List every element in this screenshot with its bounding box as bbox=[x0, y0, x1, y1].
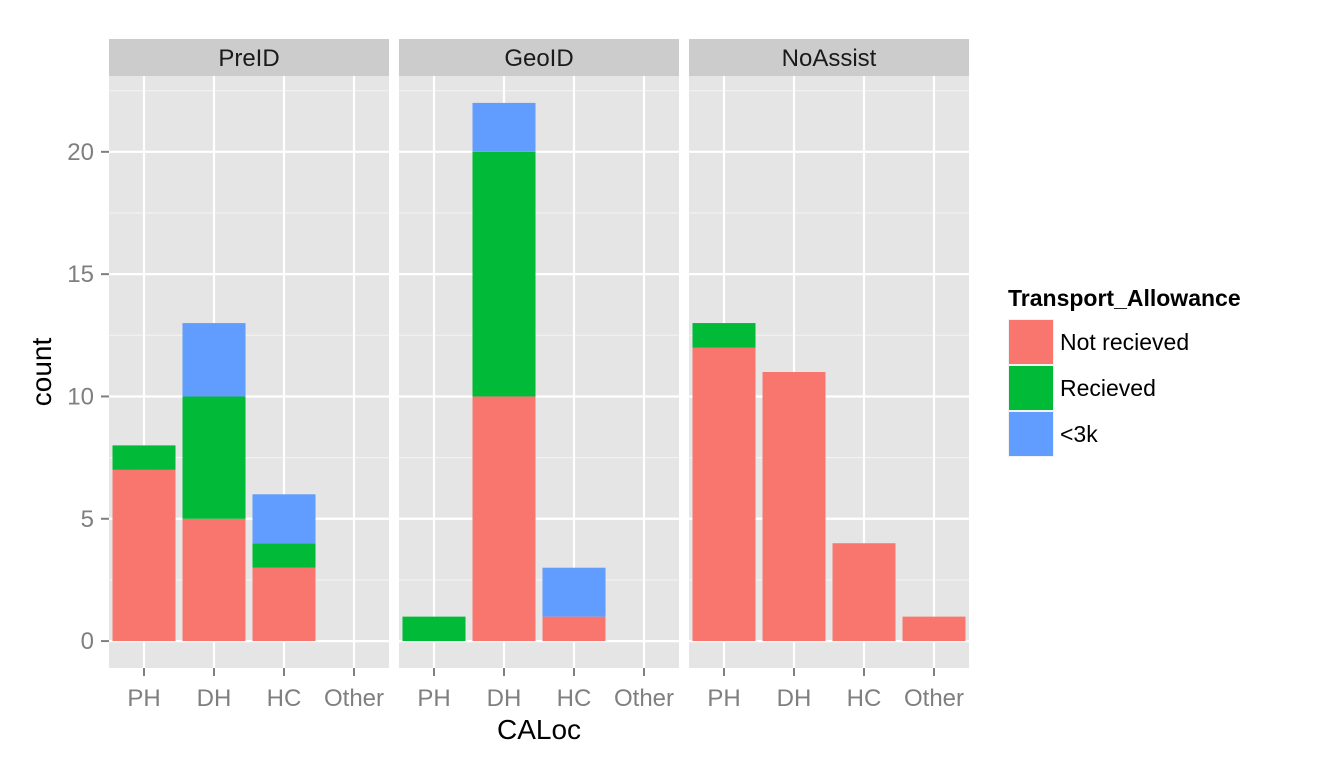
x-tick-label: DH bbox=[197, 685, 232, 712]
bar-noassist-dh-not-recieved bbox=[762, 372, 826, 642]
bar-preid-ph-not-recieved bbox=[112, 469, 176, 642]
bar-noassist-ph-recieved bbox=[692, 323, 756, 348]
y-tick-label: 15 bbox=[67, 261, 94, 288]
facet-panel-geoid: GeoID PH DH HC Other bbox=[399, 39, 679, 712]
y-tick-label: 10 bbox=[67, 383, 94, 410]
y-tick-label: 20 bbox=[67, 139, 94, 166]
bar-preid-hc-not-recieved bbox=[252, 567, 316, 642]
bar-geoid-dh-not-recieved bbox=[472, 396, 536, 642]
facet-panel-noassist: NoAssist PH DH HC Other bbox=[689, 39, 969, 712]
y-axis: 0 5 10 15 20 bbox=[67, 139, 109, 655]
legend-swatch bbox=[1009, 320, 1053, 364]
legend-swatch bbox=[1009, 412, 1053, 456]
bar-noassist-hc-not-recieved bbox=[832, 543, 896, 642]
bar-geoid-hc-not-recieved bbox=[542, 616, 606, 642]
x-axis-title: CALoc bbox=[497, 714, 581, 745]
facet-strip-label: GeoID bbox=[504, 45, 573, 72]
legend-label: Recieved bbox=[1060, 375, 1156, 401]
legend-title: Transport_Allowance bbox=[1008, 285, 1241, 311]
x-tick-label: DH bbox=[487, 685, 522, 712]
bar-noassist-other-not-recieved bbox=[902, 616, 966, 642]
x-tick-label: PH bbox=[417, 685, 450, 712]
x-tick-label: HC bbox=[267, 685, 302, 712]
legend-swatch bbox=[1009, 366, 1053, 410]
facet-strip bbox=[109, 39, 389, 76]
y-axis-title: count bbox=[26, 338, 57, 407]
panel-background bbox=[399, 76, 679, 668]
legend: Transport_Allowance Not recieved Recieved… bbox=[1008, 285, 1241, 457]
bar-preid-ph-recieved bbox=[112, 445, 176, 470]
x-tick-label: Other bbox=[904, 685, 964, 712]
bar-preid-hc--3k bbox=[252, 494, 316, 544]
x-tick-label: HC bbox=[847, 685, 882, 712]
y-tick-label: 0 bbox=[81, 628, 94, 655]
y-tick-label: 5 bbox=[81, 506, 94, 533]
legend-label: Not recieved bbox=[1060, 329, 1189, 355]
legend-label: <3k bbox=[1060, 421, 1098, 447]
bar-geoid-dh--3k bbox=[472, 102, 536, 152]
bar-geoid-ph-recieved bbox=[402, 616, 466, 642]
bar-noassist-ph-not-recieved bbox=[692, 347, 756, 642]
facet-strip-label: NoAssist bbox=[782, 45, 877, 72]
x-tick-label: PH bbox=[707, 685, 740, 712]
facet-strip bbox=[689, 39, 969, 76]
facet-panel-preid: PreID PH DH HC Other bbox=[109, 39, 389, 712]
x-tick-label: Other bbox=[614, 685, 674, 712]
bar-preid-dh--3k bbox=[182, 323, 246, 397]
bar-preid-dh-recieved bbox=[182, 396, 246, 519]
bar-preid-hc-recieved bbox=[252, 543, 316, 568]
x-tick-label: PH bbox=[127, 685, 160, 712]
bar-geoid-hc--3k bbox=[542, 567, 606, 617]
bar-preid-dh-not-recieved bbox=[182, 518, 246, 642]
x-tick-label: DH bbox=[777, 685, 812, 712]
x-tick-label: Other bbox=[324, 685, 384, 712]
facet-strip-label: PreID bbox=[218, 45, 279, 72]
bar-geoid-dh-recieved bbox=[472, 151, 536, 397]
facet-strip bbox=[399, 39, 679, 76]
x-tick-label: HC bbox=[557, 685, 592, 712]
